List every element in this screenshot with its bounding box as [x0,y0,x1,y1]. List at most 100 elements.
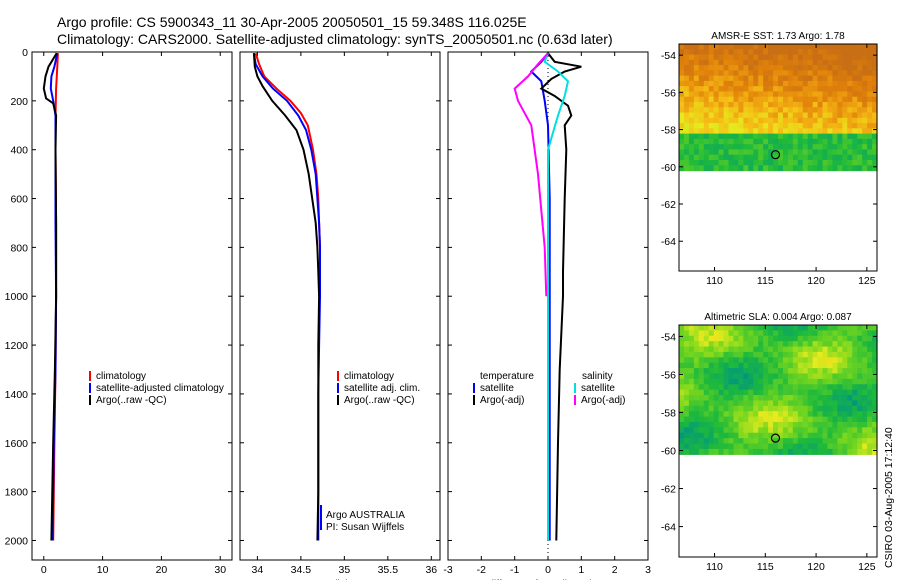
map-cell [753,351,759,358]
map-cell [872,325,878,331]
map-cell [872,362,878,369]
map-cell [857,395,863,402]
map-cell [837,159,843,166]
map-cell [753,75,759,82]
map-cell [738,411,744,418]
map-cell [827,368,834,375]
map-cell [862,421,868,428]
map-cell [852,448,858,455]
map-cell [778,154,784,161]
map-cell [688,70,695,77]
map-cell [802,70,809,77]
map-cell [748,389,754,396]
map-cell [792,405,799,412]
map-cell [758,96,764,103]
map-cell [708,448,715,455]
map-cell [713,65,720,71]
map-cell [857,362,863,369]
map-cell [763,389,769,396]
map-cell [753,144,759,151]
map-cell [768,421,774,428]
map-cell [792,395,799,402]
map-cell [797,96,804,103]
map-cell [758,416,764,423]
map-cell [832,438,838,445]
y-tick-label: -56 [661,369,676,381]
map-cell [733,75,739,82]
map-cell [867,91,873,98]
map-cell [718,448,725,455]
map-cell [817,96,824,103]
map-cell [797,411,804,418]
map-cell [842,138,848,145]
map-cell [728,411,735,418]
y-tick-label: -62 [661,484,676,496]
map-cell [679,384,685,391]
map-cell [792,159,799,166]
map-cell [723,123,730,129]
argo-position-marker [770,433,781,443]
map-cell [693,351,700,358]
map-cell [852,133,858,140]
map-cell [773,416,779,423]
map-cell [812,159,819,166]
map-cell [782,341,789,348]
map-cell [842,59,848,66]
map-cell [748,443,754,450]
map-cell [703,59,710,66]
map-cell [822,128,829,135]
y-tick-label: 1200 [5,340,29,352]
map-cell [763,400,769,407]
map-cell [867,384,873,391]
map-cell [703,91,710,98]
map-cell [807,395,814,402]
map-cell [792,154,799,161]
map-cell [683,128,690,135]
map-cell [688,330,695,337]
map-cell [812,133,819,140]
map-cell [703,86,710,93]
map-cell [787,49,794,56]
map-cell [718,80,725,87]
map-cell [867,112,873,119]
map-cell [723,165,730,172]
map-cell [703,373,710,380]
map-cell [773,144,779,151]
map-cell [713,384,720,391]
map-cell [703,144,710,151]
map-cell [812,400,819,407]
map-cell [782,362,789,369]
map-cell [832,395,838,402]
map-cell [768,75,774,82]
map-cell [812,384,819,391]
map-cell [728,351,735,358]
map-cell [683,330,690,337]
map-cell [763,101,769,108]
map-cell [857,128,863,135]
map-cell [738,123,744,129]
map-cell [852,59,858,66]
map-cell [802,448,809,455]
map-cell [713,432,720,439]
map-cell [827,144,834,151]
map-cell [703,96,710,103]
map-cell [847,133,853,140]
map-cell [867,165,873,172]
map-cell [688,44,695,50]
map-cell [847,107,853,114]
map-cell [703,80,710,87]
map-cell [713,123,720,129]
map-cell [768,405,774,412]
map-cell [679,59,685,66]
map-cell [718,117,725,124]
map-cell [753,149,759,156]
map-cell [837,411,843,418]
map-cell [758,49,764,56]
x-tick-label: -1 [510,564,519,576]
map-cell [688,405,695,412]
map-cell [792,133,799,140]
map-cell [738,341,744,348]
map-cell [827,65,834,71]
map-cell [748,427,754,434]
map-cell [832,59,838,66]
